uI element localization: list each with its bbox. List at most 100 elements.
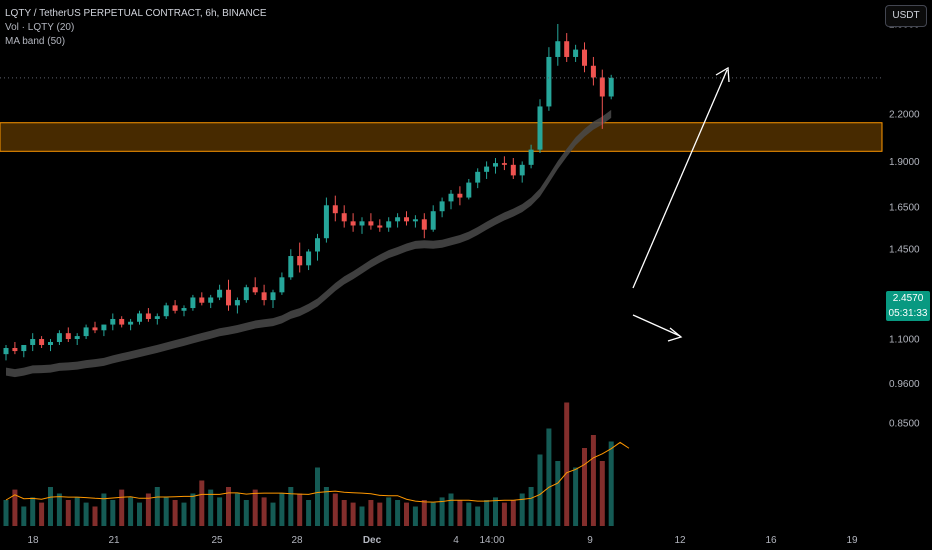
candle-body	[145, 313, 151, 319]
y-tick-label: 0.8500	[889, 418, 920, 429]
volume-bar	[350, 502, 356, 526]
x-tick-label: 18	[27, 535, 39, 546]
volume-bar	[279, 493, 285, 526]
candle-body	[199, 297, 205, 303]
candle-body	[377, 225, 383, 228]
volume-bar	[537, 454, 543, 526]
candle-body	[128, 321, 134, 325]
y-tick-label: 0.9600	[889, 379, 920, 390]
candle-body	[537, 106, 543, 150]
candle-body	[234, 300, 240, 306]
resistance-zone	[0, 122, 883, 152]
volume-bar	[128, 497, 134, 526]
volume-bar	[39, 502, 45, 526]
last-price-value: 2.4570	[892, 293, 924, 304]
volume-bar	[56, 493, 62, 526]
volume-bar	[377, 502, 383, 526]
volume-bar	[412, 506, 418, 526]
volume-bar	[110, 500, 116, 526]
candle-body	[270, 292, 276, 301]
volume-bar	[288, 487, 294, 526]
candle-body	[288, 256, 294, 278]
candle-body	[404, 217, 409, 222]
volume-indicator-label[interactable]: Vol · LQTY (20)	[5, 22, 75, 33]
candle-body	[92, 327, 98, 331]
volume-ma-line	[5, 441, 630, 503]
candle-body	[65, 333, 71, 340]
candle-body	[208, 297, 214, 303]
volume-bar	[386, 497, 392, 526]
candle-body	[119, 318, 125, 325]
candle-body	[56, 333, 62, 342]
candle-body	[457, 193, 463, 198]
candle-body	[83, 327, 89, 337]
candle-body	[430, 211, 436, 230]
candle-body	[306, 251, 312, 266]
volume-bar	[297, 493, 303, 526]
candle-body	[12, 348, 18, 352]
volume-bars	[3, 402, 630, 526]
volume-bar	[368, 500, 374, 526]
candle-body	[519, 164, 525, 176]
candle-body	[217, 289, 223, 298]
candle-body	[252, 287, 258, 293]
volume-bar	[65, 500, 71, 526]
x-tick-label: 16	[765, 535, 777, 546]
currency-button[interactable]: USDT	[885, 5, 927, 27]
volume-bar	[608, 441, 614, 526]
volume-bar	[83, 502, 89, 526]
volume-bar	[332, 493, 338, 526]
volume-bar	[448, 493, 454, 526]
candle-body	[421, 219, 427, 230]
resistance-zone-rect	[0, 122, 883, 152]
volume-bar	[582, 448, 587, 526]
volume-bar	[555, 461, 561, 526]
volume-bar	[528, 487, 534, 526]
arrow-up	[632, 69, 728, 289]
x-axis: 18 21 25 28 Dec 4 14:00 9 12 16 19	[27, 535, 858, 546]
volume-bar	[359, 506, 365, 526]
volume-bar	[3, 500, 9, 526]
volume-bar	[475, 506, 481, 526]
candle-body	[323, 205, 329, 239]
x-tick-label: 9	[587, 535, 593, 546]
candle-body	[395, 217, 401, 222]
ma-band-indicator-label[interactable]: MA band (50)	[5, 36, 66, 47]
symbol-title[interactable]: LQTY / TetherUS PERPETUAL CONTRACT, 6h, …	[5, 8, 267, 19]
candle-body	[546, 56, 552, 107]
candle-body	[332, 205, 338, 214]
candle-body	[475, 171, 481, 183]
candle-body	[39, 339, 45, 345]
x-tick-label: 12	[674, 535, 686, 546]
volume-bar	[172, 500, 178, 526]
volume-bar	[564, 402, 570, 526]
volume-bar	[315, 467, 320, 526]
candle-body	[48, 341, 53, 345]
candle-body	[608, 77, 614, 97]
volume-bar	[234, 493, 240, 526]
candle-body	[386, 221, 392, 228]
volume-bar	[395, 500, 401, 526]
candle-body	[555, 41, 561, 57]
x-tick-label: 19	[846, 535, 858, 546]
volume-bar	[546, 428, 552, 526]
volume-bar	[217, 497, 223, 526]
volume-bar	[484, 500, 490, 526]
last-price-tag: 2.4570 05:31:33	[886, 291, 930, 321]
volume-bar	[145, 493, 151, 526]
volume-bar	[163, 497, 169, 526]
x-tick-label: 14:00	[479, 535, 504, 546]
volume-bar	[48, 487, 53, 526]
volume-bar	[21, 506, 27, 526]
candle-body	[297, 256, 303, 266]
x-tick-label: 28	[291, 535, 303, 546]
candle-body	[3, 348, 9, 355]
last-price-countdown: 05:31:33	[888, 308, 928, 319]
volume-bar	[199, 480, 205, 526]
x-tick-label: 21	[108, 535, 120, 546]
candle-body	[368, 221, 374, 226]
candle-body	[110, 318, 116, 325]
candle-body	[261, 292, 267, 301]
volume-bar	[101, 493, 107, 526]
